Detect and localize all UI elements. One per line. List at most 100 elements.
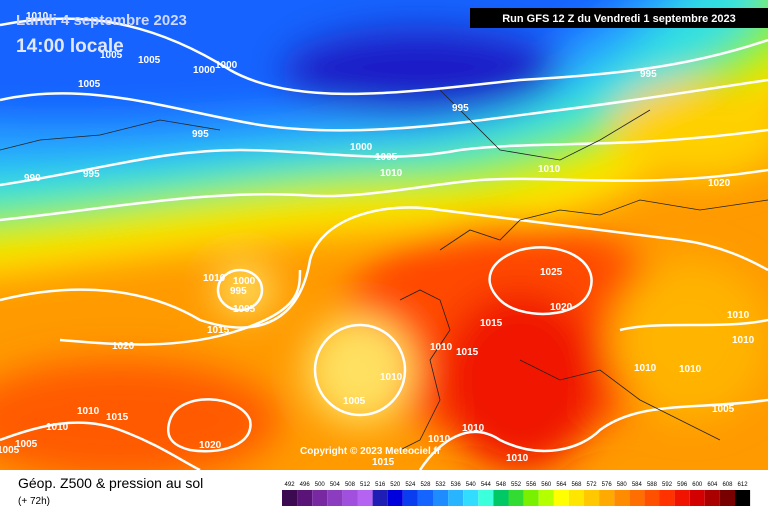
isobar-label: 1000 — [233, 276, 256, 287]
scale-label: 552 — [511, 482, 522, 488]
scale-label: 576 — [602, 482, 613, 488]
scale-label: 548 — [496, 482, 507, 488]
scale-label: 492 — [285, 482, 296, 488]
isobar-label: 1010 — [462, 423, 485, 434]
scale-swatch — [644, 490, 660, 506]
isobar-label: 1010 — [380, 372, 403, 383]
scale-swatch — [448, 490, 464, 506]
scale-label: 580 — [617, 482, 628, 488]
scale-swatch — [327, 490, 343, 506]
scale-swatch — [568, 490, 584, 506]
isobar-label: 1010 — [46, 422, 69, 433]
isobar-label: 1010 — [634, 363, 657, 374]
isobar-label: 1010 — [727, 310, 750, 321]
scale-swatch — [704, 490, 720, 506]
scale-label: 604 — [707, 482, 718, 488]
scale-swatch — [493, 490, 509, 506]
date: Lundi 4 septembre 2023 — [16, 12, 187, 29]
isobar-label: 1020 — [199, 440, 222, 451]
scale-swatch — [735, 490, 751, 506]
isobar-label: 1010 — [203, 273, 226, 284]
scale-label: 596 — [677, 482, 688, 488]
isobar-label: 1015 — [456, 347, 479, 358]
scale-swatch — [538, 490, 554, 506]
scale-label: 508 — [345, 482, 356, 488]
isobar-label: 1005 — [0, 445, 20, 456]
scale-swatch — [463, 490, 479, 506]
isobar-label: 1005 — [233, 304, 256, 315]
isobar-label: 1005 — [712, 404, 735, 415]
scale-label: 588 — [647, 482, 658, 488]
scale-label: 496 — [300, 482, 311, 488]
isobar-label: 1005 — [138, 55, 161, 66]
isobar-label: 1010 — [428, 434, 451, 445]
isobar-label: 1020 — [112, 341, 135, 352]
isobar-label: 1000 — [350, 142, 373, 153]
isobar-label: 1000 — [193, 65, 216, 76]
scale-swatch — [629, 490, 645, 506]
scale-swatch — [312, 490, 328, 506]
isobar-label: 1005 — [15, 439, 38, 450]
scale-swatch — [689, 490, 705, 506]
scale-label: 528 — [420, 482, 431, 488]
scale-swatch — [282, 490, 298, 506]
isobar-label: 1010 — [538, 164, 561, 175]
isobar-label: 995 — [230, 286, 247, 297]
isobar-label: 990 — [24, 173, 41, 184]
isobar-label: 1010 — [77, 406, 100, 417]
isobar-label: 1000 — [215, 60, 238, 71]
scale-label: 504 — [330, 482, 341, 488]
copyright: Copyright © 2023 Meteociel.fr — [300, 446, 441, 457]
scale-label: 556 — [526, 482, 537, 488]
scale-label: 532 — [436, 482, 447, 488]
scale-swatch — [719, 490, 735, 506]
scale-label: 584 — [632, 482, 643, 488]
scale-swatch — [614, 490, 630, 506]
scale-label: 564 — [556, 482, 567, 488]
isobar-label: 1005 — [375, 152, 398, 163]
scale-swatch — [342, 490, 358, 506]
isobar-label: 1025 — [540, 267, 563, 278]
time: 14:00 locale — [16, 36, 124, 57]
scale-label: 600 — [692, 482, 703, 488]
scale-label: 592 — [662, 482, 673, 488]
scale-swatch — [297, 490, 313, 506]
isobar-label: 1005 — [78, 79, 101, 90]
run: Run GFS 12 Z du Vendredi 1 septembre 202… — [502, 13, 736, 25]
footer-lead: (+ 72h) — [18, 496, 50, 507]
scale-label: 520 — [390, 482, 401, 488]
isobar-label: 1020 — [550, 302, 573, 313]
scale-swatch — [659, 490, 675, 506]
isobar-label: 1010 — [732, 335, 755, 346]
footer-title: Géop. Z500 & pression au sol — [18, 475, 203, 491]
scale-label: 612 — [738, 482, 749, 488]
isobar-label: 1005 — [343, 396, 366, 407]
run-box — [470, 8, 768, 28]
isobar-label: 995 — [192, 129, 209, 140]
scale-swatch — [508, 490, 524, 506]
isobar-label: 1010 — [430, 342, 453, 353]
scale-label: 524 — [405, 482, 416, 488]
scale-label: 512 — [360, 482, 371, 488]
scale-label: 572 — [587, 482, 598, 488]
scale-swatch — [402, 490, 418, 506]
scale-swatch — [372, 490, 388, 506]
isobar-label: 1020 — [708, 178, 731, 189]
scale-swatch — [357, 490, 373, 506]
isobar-label: 1005 — [100, 50, 123, 61]
coastlines — [0, 89, 768, 451]
scale-swatch — [584, 490, 600, 506]
isobar-label: 995 — [452, 103, 469, 114]
scale-swatch — [478, 490, 494, 506]
isobar-label: 1015 — [372, 457, 395, 468]
scale-label: 536 — [451, 482, 462, 488]
isobar-label: 1015 — [480, 318, 503, 329]
isobar-label: 1010 — [26, 11, 49, 22]
scale-label: 568 — [571, 482, 582, 488]
scale-swatch — [553, 490, 569, 506]
scale-label: 516 — [375, 482, 386, 488]
scale-swatch — [417, 490, 433, 506]
